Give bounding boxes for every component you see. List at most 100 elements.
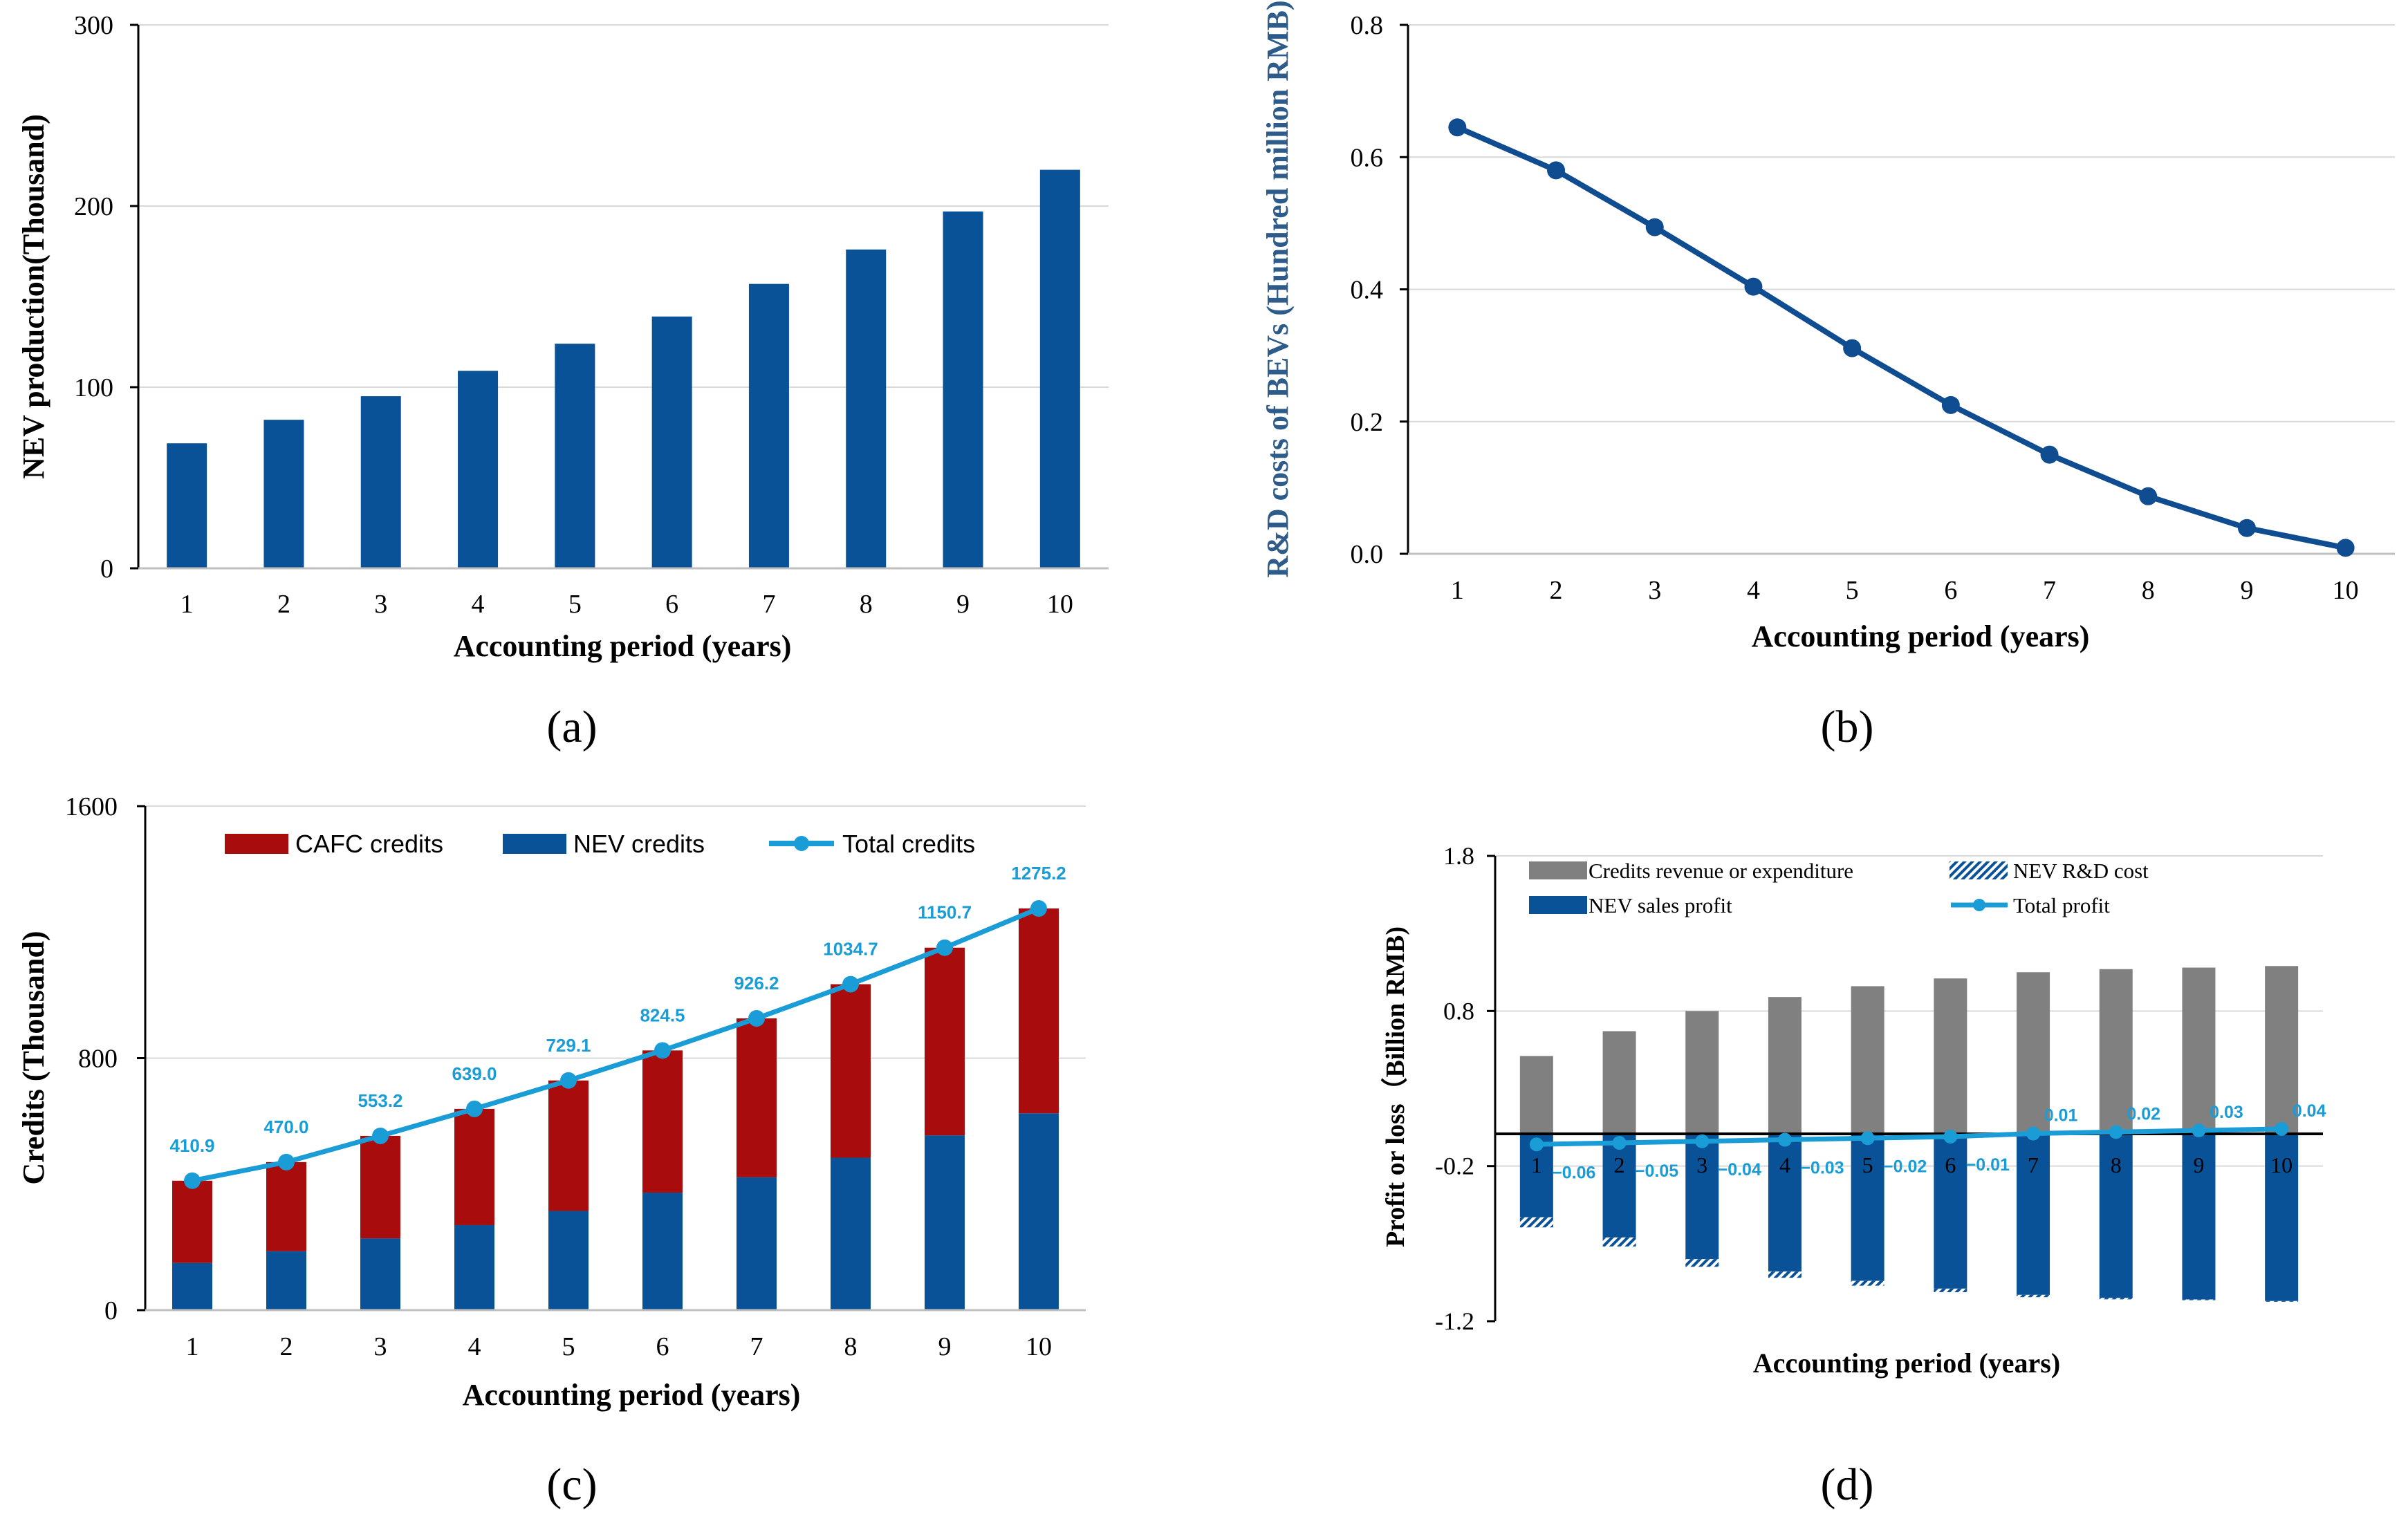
c-bar-nev (454, 1224, 494, 1310)
c-bar-cafc (925, 947, 965, 1136)
d-bar-rd-cost (2017, 1294, 2050, 1298)
c-total-data-label: 470.0 (263, 1117, 308, 1137)
c-total-data-label: 410.9 (169, 1135, 214, 1156)
d-legend-label-sales: NEV sales profit (1589, 893, 1732, 917)
d-bar-credits (1685, 1011, 1719, 1135)
d-legend-label-rd: NEV R&D cost (2013, 859, 2149, 883)
a-bar (943, 211, 983, 568)
b-y-tick-label: 0.2 (1351, 408, 1384, 437)
d-bar-rd-cost (1685, 1259, 1719, 1267)
a-x-tick-label: 8 (860, 590, 873, 619)
d-y-tick-label: 0.8 (1443, 997, 1474, 1025)
b-point (2040, 445, 2059, 464)
b-point (1547, 161, 1566, 180)
c-bar-cafc (642, 1050, 683, 1193)
c-total-point (1030, 899, 1047, 917)
d-bar-rd-cost (1934, 1288, 1967, 1293)
d-bar-sales-profit (1851, 1135, 1884, 1281)
d-total-point (1529, 1137, 1544, 1152)
a-x-tick-label: 6 (665, 590, 678, 619)
c-bar-cafc (831, 984, 871, 1158)
c-total-point (654, 1042, 671, 1059)
panel-label-d: (d) (1821, 1459, 1874, 1510)
c-total-point (560, 1072, 577, 1089)
c-bar-cafc (360, 1135, 400, 1239)
panel-label-c: (c) (546, 1459, 597, 1510)
d-legend-swatch-rd (1949, 861, 2008, 879)
d-bar-rd-cost (1851, 1280, 1884, 1286)
b-y-tick-label: 0.4 (1351, 276, 1384, 305)
d-bar-rd-cost (1768, 1271, 1802, 1278)
a-x-tick-label: 1 (180, 590, 194, 619)
b-x-tick-label: 8 (2142, 576, 2155, 605)
d-total-data-label: 0.02 (2127, 1104, 2160, 1123)
a-y-tick-label: 100 (74, 373, 113, 402)
c-total-data-label: 1034.7 (823, 939, 878, 960)
b-point (2139, 487, 2158, 505)
a-bar (458, 371, 499, 568)
d-total-point (1860, 1131, 1875, 1146)
c-x-tick-label: 8 (844, 1332, 858, 1361)
a-bar (846, 249, 887, 568)
d-legend: Credits revenue or expenditure NEV R&D c… (1529, 859, 2149, 917)
panel-label-b: (b) (1821, 702, 1874, 752)
b-point (2237, 519, 2256, 537)
d-x-tick-label: 6 (1945, 1153, 1956, 1177)
d-total-data-label: −0.01 (1966, 1155, 2010, 1175)
b-x-axis-title: Accounting period (years) (1752, 619, 2090, 653)
d-bar-sales-profit (1685, 1135, 1719, 1260)
a-x-axis-title: Accounting period (years) (454, 629, 792, 663)
d-total-point (2192, 1123, 2206, 1138)
b-y-axis-title: R&D costs of BEVs (Hundred million RMB) (1261, 0, 1295, 577)
c-bar-cafc (737, 1018, 777, 1177)
chart-b: 0.0 0.2 0.4 0.6 0.8 1 2 3 4 5 6 7 8 9 10 Accounting p… (1261, 0, 2395, 752)
d-y-tick-label: -1.2 (1435, 1307, 1474, 1335)
b-x-tick-label: 2 (1550, 576, 1563, 605)
d-x-axis-title: Accounting period (years) (1753, 1347, 2060, 1379)
d-total-line (1536, 1126, 2282, 1147)
d-x-tick-label: 7 (2028, 1153, 2039, 1177)
b-point (2336, 539, 2355, 557)
d-total-point (1777, 1132, 1792, 1147)
c-legend-marker-total (794, 836, 809, 851)
a-y-tick-label: 200 (74, 192, 113, 221)
c-total-data-label: 1275.2 (1011, 863, 1066, 884)
d-x-tick-label: 9 (2193, 1153, 2204, 1177)
c-bar-nev (831, 1157, 871, 1310)
c-total-data-label: 639.0 (452, 1063, 497, 1084)
a-x-tick-label: 10 (1047, 590, 1073, 619)
a-x-tick-label: 2 (277, 590, 290, 619)
panel-label-a: (a) (546, 702, 597, 752)
b-x-tick-label: 5 (1846, 576, 1859, 605)
c-x-tick-label: 4 (468, 1332, 481, 1361)
d-legend-marker-total (1973, 899, 1985, 911)
a-x-tick-label: 4 (472, 590, 485, 619)
a-bar (748, 283, 789, 568)
c-total-point (748, 1010, 765, 1027)
c-bar-cafc (266, 1162, 306, 1251)
d-x-tick-label: 8 (2111, 1153, 2122, 1177)
a-bar (555, 344, 595, 568)
d-total-data-label: −0.03 (1800, 1159, 1844, 1178)
c-bar-nev (360, 1238, 400, 1310)
d-bar-rd-cost (2099, 1298, 2133, 1300)
d-x-tick-label: 3 (1696, 1153, 1707, 1177)
a-bar (651, 316, 692, 568)
d-x-tick-label: 10 (2270, 1153, 2293, 1177)
d-y-axis-title: Profit or loss（Billion RMB) (1381, 926, 1410, 1247)
a-x-tick-label: 9 (956, 590, 970, 619)
c-y-axis-title: Credits (Thousand) (17, 931, 50, 1184)
d-legend-label-total: Total profit (2013, 893, 2110, 917)
d-bar-credits (2182, 967, 2216, 1135)
c-total-line (192, 906, 1040, 1184)
c-x-axis-title: Accounting period (years) (463, 1378, 801, 1412)
c-x-tick-label: 5 (562, 1332, 575, 1361)
c-total-point (278, 1153, 295, 1170)
d-bar-credits (2265, 966, 2299, 1135)
b-x-tick-label: 7 (2043, 576, 2056, 605)
d-bar-credits (1768, 997, 1802, 1135)
d-bar-sales-profit (2265, 1135, 2299, 1301)
b-point (1941, 395, 1960, 414)
b-x-tick-label: 4 (1747, 576, 1760, 605)
